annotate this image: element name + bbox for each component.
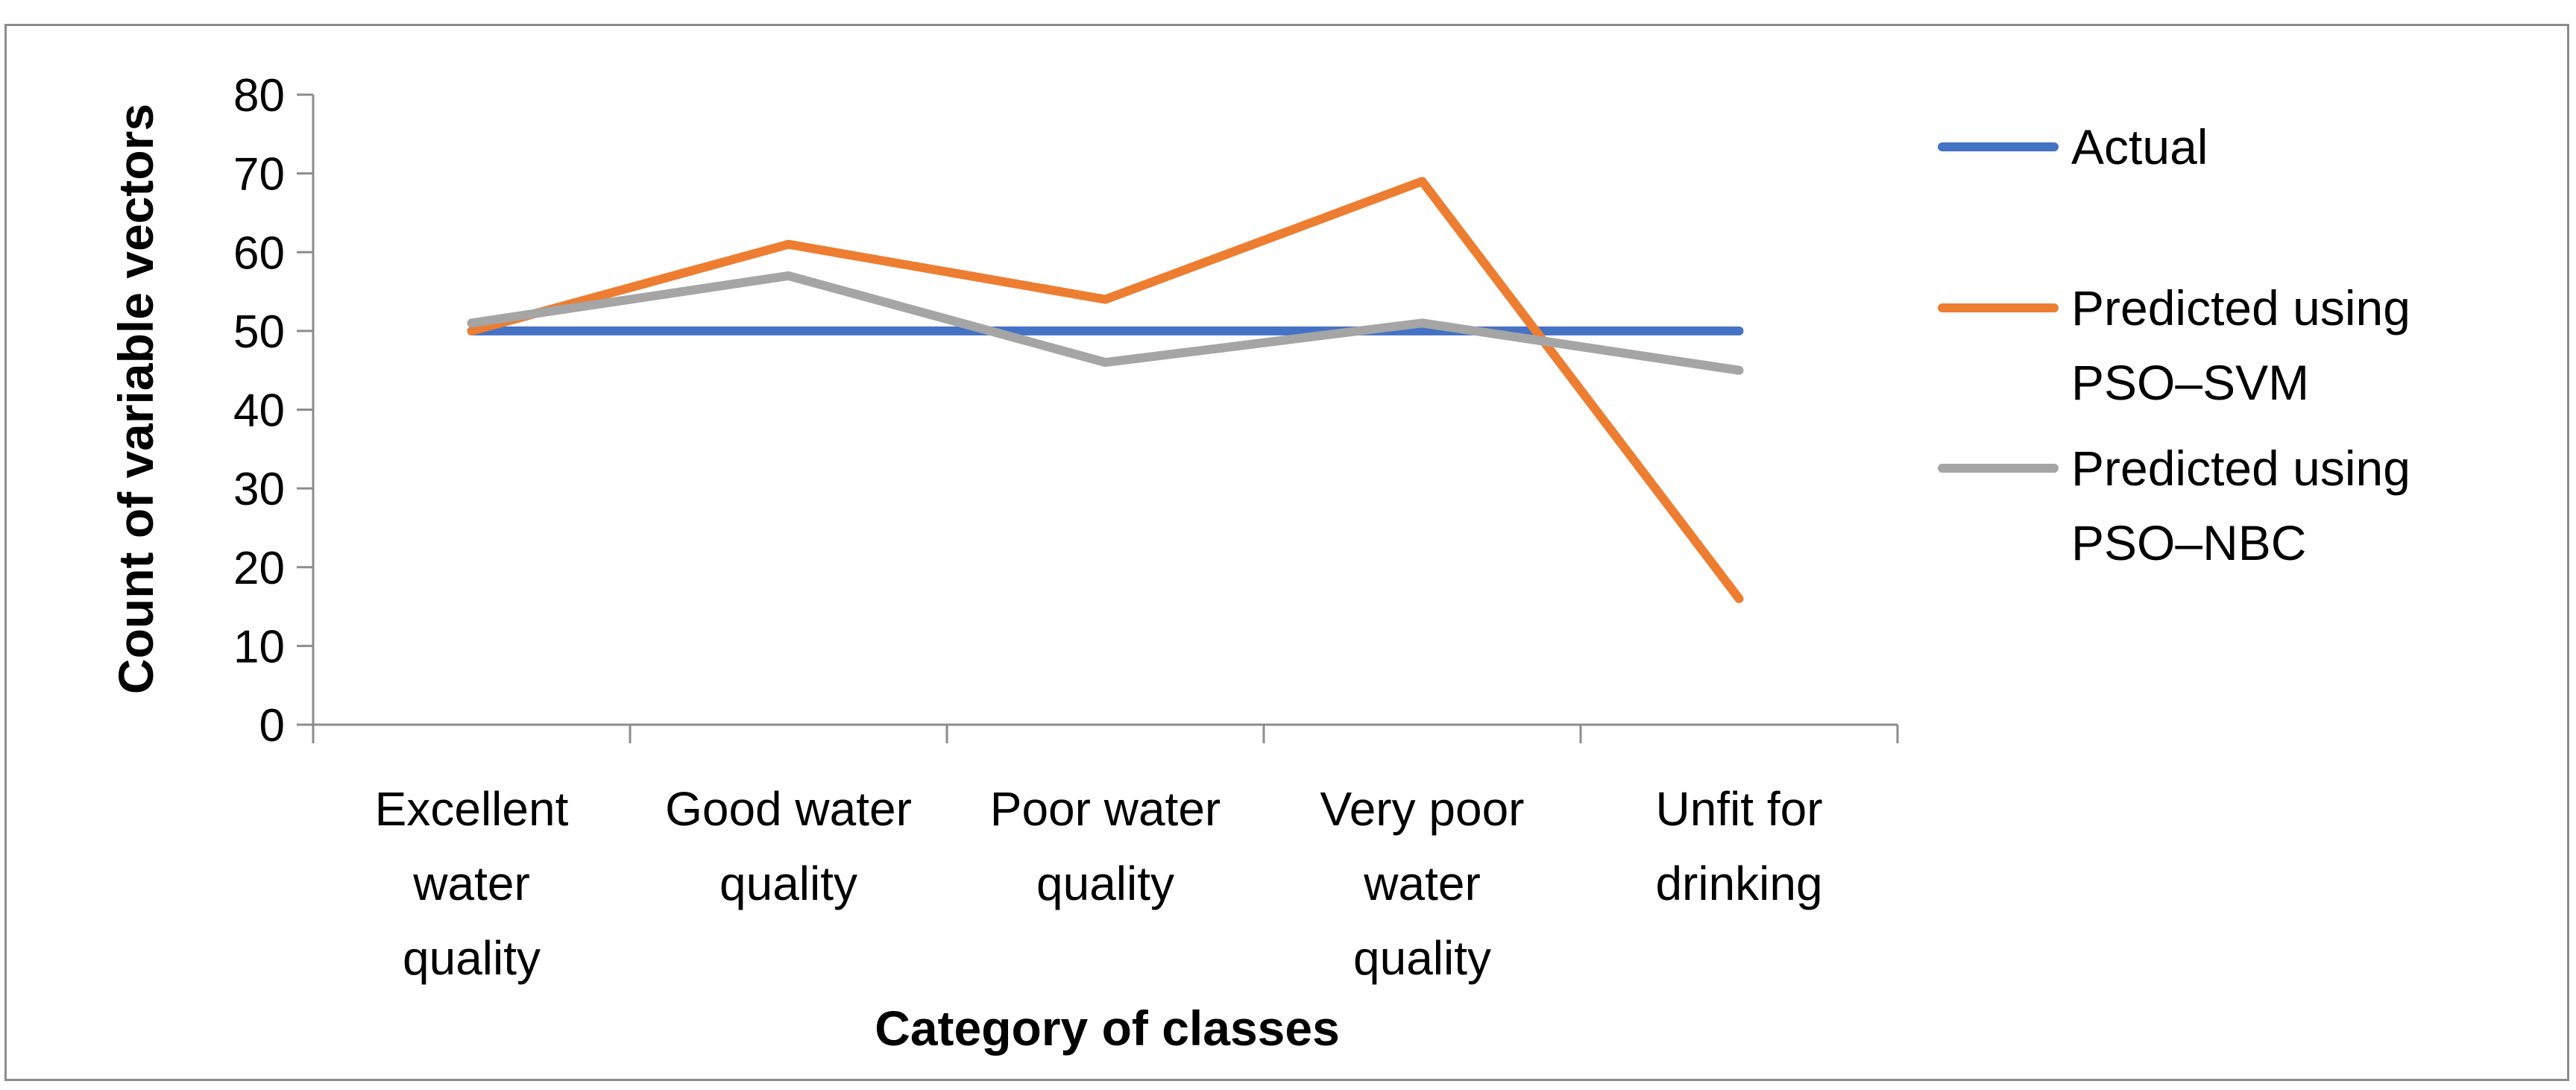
- y-tick-label: 60: [233, 227, 285, 279]
- x-category-label-line: quality: [1036, 857, 1174, 910]
- y-axis: 0 10 20 30 40 50 60 70 80: [233, 70, 315, 752]
- legend-label-line: Predicted using: [2071, 280, 2410, 335]
- y-tick-label: 70: [233, 149, 285, 201]
- y-axis-title: Count of variable vectors: [108, 104, 163, 694]
- x-category-label-line: Very poor: [1320, 782, 1525, 836]
- y-tick-label: 20: [233, 543, 285, 594]
- legend-label-line: PSO–NBC: [2071, 515, 2306, 570]
- y-tick-label: 10: [233, 621, 285, 672]
- y-tick-label: 50: [233, 306, 285, 358]
- x-category-label-line: Excellent: [375, 782, 569, 836]
- legend-label-line: PSO–SVM: [2071, 355, 2309, 410]
- chart-frame: [4, 24, 2569, 1081]
- x-category-label-line: Unfit for: [1655, 782, 1822, 836]
- x-category-label: Good water quality: [665, 782, 912, 910]
- y-tick-label: 40: [233, 385, 285, 437]
- y-tick-label: 30: [233, 464, 285, 515]
- legend-label-1: Actual: [2071, 119, 2208, 174]
- series-line-2: [467, 177, 1744, 603]
- legend-label-2: Predicted using PSO–SVM: [2071, 280, 2410, 410]
- x-category-label-line: water: [1363, 857, 1481, 910]
- x-category-label-line: quality: [1353, 931, 1491, 985]
- x-category-label: Unfit for drinking: [1655, 782, 1822, 910]
- x-category-label-line: Good water: [665, 782, 912, 836]
- legend-label-line: Predicted using: [2071, 441, 2410, 496]
- y-tick-label: 80: [233, 70, 285, 122]
- x-category-label: Poor water quality: [990, 782, 1221, 910]
- x-category-label: Excellent water quality: [375, 782, 569, 985]
- x-category-label-line: drinking: [1655, 857, 1822, 910]
- legend-label-3: Predicted using PSO–NBC: [2071, 441, 2410, 570]
- x-category-label-line: quality: [403, 931, 541, 985]
- series-lines: [467, 177, 1744, 603]
- legend-label-line: Actual: [2071, 119, 2208, 174]
- x-axis-title: Category of classes: [875, 1001, 1340, 1056]
- x-category-label: Very poor water quality: [1320, 782, 1525, 985]
- x-category-label-line: Poor water: [990, 782, 1221, 836]
- x-category-label-line: water: [412, 857, 530, 910]
- series-line-3: [467, 271, 1744, 375]
- x-category-label-line: quality: [719, 857, 857, 910]
- y-tick-label: 0: [259, 700, 285, 752]
